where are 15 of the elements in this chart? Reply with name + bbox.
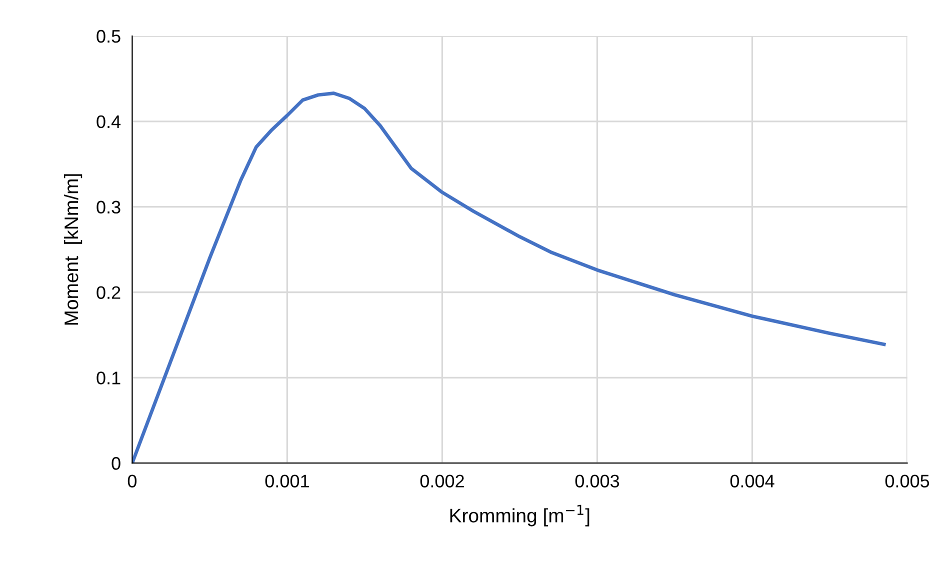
x-axis-title: Kromming [m$^{−1}$] <box>450 504 590 526</box>
line-series <box>132 91 886 464</box>
y-tick-label: 0.5 <box>96 30 120 43</box>
y-tick-label: 0.1 <box>96 372 120 384</box>
x-tick-label: 0 <box>128 474 137 488</box>
x-tick-label: 0.002 <box>420 474 464 488</box>
x-tick-label: 0.004 <box>730 474 774 488</box>
y-tick-label: 0 <box>112 457 120 470</box>
x-tick-label: 0.005 <box>885 474 930 488</box>
y-tick-label: 0.3 <box>96 200 120 214</box>
y-tick-label: 0.4 <box>96 115 121 128</box>
y-axis-title: Moment [kNm/m] <box>64 174 82 325</box>
x-tick-label: 0.001 <box>265 474 309 488</box>
x-tick-label: 0.003 <box>575 474 620 488</box>
y-tick-label: 0.2 <box>96 286 120 299</box>
